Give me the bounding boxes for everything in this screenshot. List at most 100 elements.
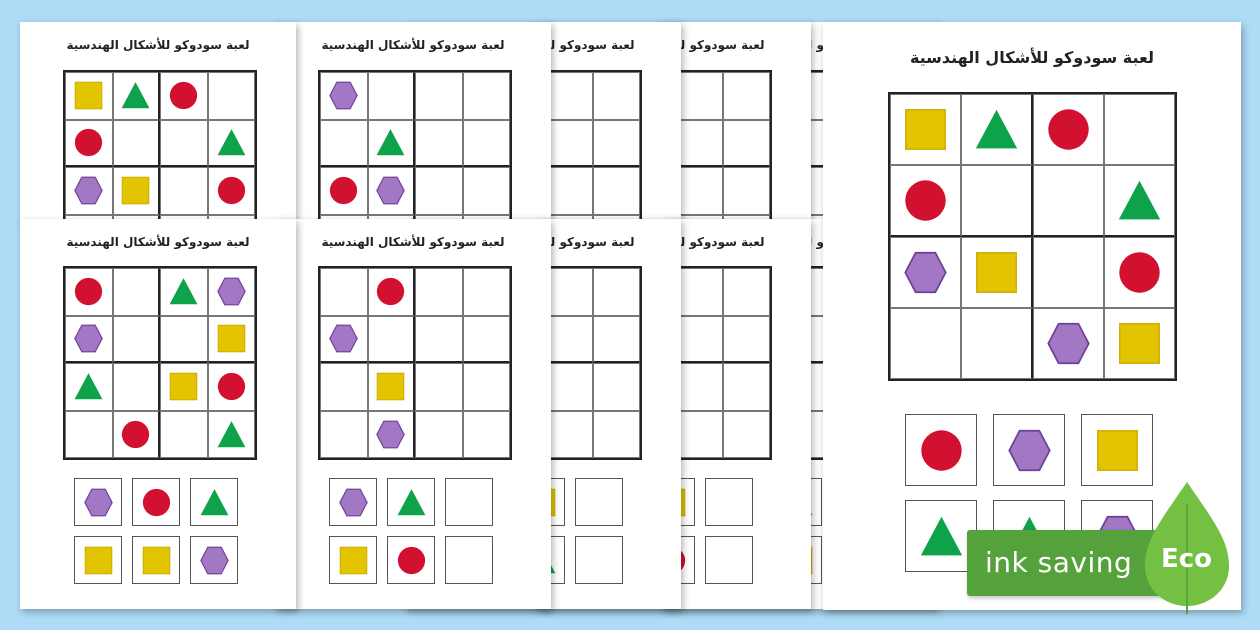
grid-cell[interactable] xyxy=(675,410,723,458)
grid-cell[interactable] xyxy=(890,236,962,308)
grid-cell[interactable] xyxy=(112,363,160,411)
grid-cell[interactable] xyxy=(722,410,770,458)
grid-cell[interactable] xyxy=(65,72,113,120)
cutout-piece[interactable] xyxy=(74,478,122,526)
grid-cell[interactable] xyxy=(65,268,113,316)
grid-cell[interactable] xyxy=(65,410,113,458)
grid-cell[interactable] xyxy=(65,119,113,167)
grid-cell[interactable] xyxy=(1032,307,1104,379)
grid-cell[interactable] xyxy=(160,214,208,222)
grid-cell[interactable] xyxy=(415,119,463,167)
grid-cell[interactable] xyxy=(207,119,255,167)
grid-cell[interactable] xyxy=(207,268,255,316)
grid-cell[interactable] xyxy=(675,315,723,363)
grid-cell[interactable] xyxy=(462,315,510,363)
grid-cell[interactable] xyxy=(112,167,160,215)
grid-cell[interactable] xyxy=(1032,236,1104,308)
grid-cell[interactable] xyxy=(415,315,463,363)
grid-cell[interactable] xyxy=(545,72,593,120)
grid-cell[interactable] xyxy=(160,268,208,316)
grid-cell[interactable] xyxy=(592,167,640,215)
grid-cell[interactable] xyxy=(462,410,510,458)
grid-cell[interactable] xyxy=(722,72,770,120)
cutout-piece[interactable] xyxy=(329,478,377,526)
cutout-piece[interactable] xyxy=(1081,414,1153,486)
grid-cell[interactable] xyxy=(592,119,640,167)
grid-cell[interactable] xyxy=(545,410,593,458)
grid-cell[interactable] xyxy=(207,167,255,215)
grid-cell[interactable] xyxy=(112,268,160,316)
cutout-piece[interactable] xyxy=(190,478,238,526)
grid-cell[interactable] xyxy=(722,119,770,167)
grid-cell[interactable] xyxy=(1103,307,1175,379)
grid-cell[interactable] xyxy=(1103,236,1175,308)
grid-cell[interactable] xyxy=(160,119,208,167)
grid-cell[interactable] xyxy=(207,315,255,363)
grid-cell[interactable] xyxy=(675,119,723,167)
grid-cell[interactable] xyxy=(545,315,593,363)
grid-cell[interactable] xyxy=(160,410,208,458)
grid-cell[interactable] xyxy=(890,165,962,237)
grid-cell[interactable] xyxy=(415,72,463,120)
grid-cell[interactable] xyxy=(65,167,113,215)
cutout-piece[interactable] xyxy=(445,536,493,584)
grid-cell[interactable] xyxy=(961,236,1033,308)
grid-cell[interactable] xyxy=(722,315,770,363)
grid-cell[interactable] xyxy=(112,214,160,222)
grid-cell[interactable] xyxy=(675,363,723,411)
grid-cell[interactable] xyxy=(207,72,255,120)
grid-cell[interactable] xyxy=(462,72,510,120)
grid-cell[interactable] xyxy=(961,94,1033,166)
grid-cell[interactable] xyxy=(112,410,160,458)
cutout-piece[interactable] xyxy=(705,536,753,584)
cutout-piece[interactable] xyxy=(445,478,493,526)
grid-cell[interactable] xyxy=(1032,165,1104,237)
grid-cell[interactable] xyxy=(415,167,463,215)
grid-cell[interactable] xyxy=(722,268,770,316)
grid-cell[interactable] xyxy=(367,72,415,120)
grid-cell[interactable] xyxy=(65,214,113,222)
grid-cell[interactable] xyxy=(545,167,593,215)
cutout-piece[interactable] xyxy=(905,414,977,486)
cutout-piece[interactable] xyxy=(74,536,122,584)
grid-cell[interactable] xyxy=(961,307,1033,379)
grid-cell[interactable] xyxy=(890,94,962,166)
grid-cell[interactable] xyxy=(320,72,368,120)
grid-cell[interactable] xyxy=(112,119,160,167)
grid-cell[interactable] xyxy=(1103,94,1175,166)
grid-cell[interactable] xyxy=(207,214,255,222)
grid-cell[interactable] xyxy=(675,72,723,120)
grid-cell[interactable] xyxy=(592,268,640,316)
grid-cell[interactable] xyxy=(367,410,415,458)
grid-cell[interactable] xyxy=(415,410,463,458)
cutout-piece[interactable] xyxy=(132,478,180,526)
grid-cell[interactable] xyxy=(65,363,113,411)
grid-cell[interactable] xyxy=(160,363,208,411)
grid-cell[interactable] xyxy=(592,315,640,363)
grid-cell[interactable] xyxy=(160,167,208,215)
grid-cell[interactable] xyxy=(462,119,510,167)
grid-cell[interactable] xyxy=(65,315,113,363)
grid-cell[interactable] xyxy=(160,72,208,120)
grid-cell[interactable] xyxy=(1032,94,1104,166)
grid-cell[interactable] xyxy=(462,268,510,316)
grid-cell[interactable] xyxy=(592,72,640,120)
grid-cell[interactable] xyxy=(160,315,208,363)
grid-cell[interactable] xyxy=(207,410,255,458)
grid-cell[interactable] xyxy=(367,268,415,316)
grid-cell[interactable] xyxy=(367,214,415,222)
grid-cell[interactable] xyxy=(462,214,510,222)
grid-cell[interactable] xyxy=(415,363,463,411)
grid-cell[interactable] xyxy=(320,167,368,215)
grid-cell[interactable] xyxy=(320,214,368,222)
cutout-piece[interactable] xyxy=(329,536,377,584)
cutout-piece[interactable] xyxy=(575,536,623,584)
grid-cell[interactable] xyxy=(462,363,510,411)
grid-cell[interactable] xyxy=(722,214,770,222)
grid-cell[interactable] xyxy=(675,268,723,316)
cutout-piece[interactable] xyxy=(705,478,753,526)
grid-cell[interactable] xyxy=(112,315,160,363)
grid-cell[interactable] xyxy=(545,363,593,411)
grid-cell[interactable] xyxy=(320,315,368,363)
cutout-piece[interactable] xyxy=(575,478,623,526)
